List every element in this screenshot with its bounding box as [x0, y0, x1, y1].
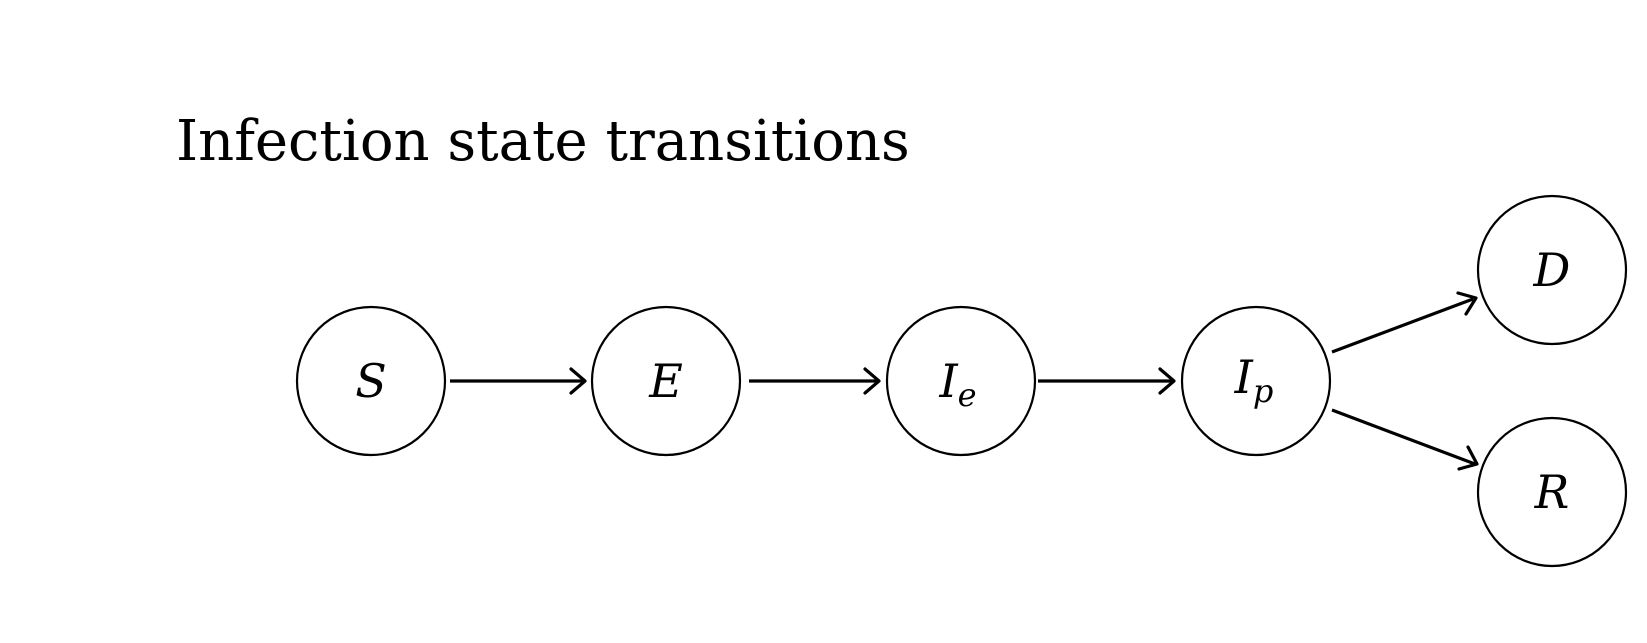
edge-ip-to-d: [1331, 291, 1478, 354]
node-ip: Ip: [1180, 305, 1332, 457]
node-s-label: S: [355, 354, 387, 408]
edges: [450, 291, 1479, 471]
diagram-title: Infection state transitions: [176, 109, 910, 174]
node-e-label: E: [648, 354, 683, 408]
edge-e-to-ie: [749, 367, 881, 395]
node-r-label: R: [1534, 465, 1570, 519]
edge-ie-to-ip: [1038, 367, 1176, 395]
node-d: D: [1476, 194, 1628, 346]
node-d-label: D: [1533, 243, 1571, 297]
edge-s-to-e: [450, 367, 587, 395]
node-ie: Ie: [885, 305, 1037, 457]
node-ip-label: Ip: [1234, 350, 1274, 410]
node-ie-label: Ie: [938, 354, 976, 414]
nodes: S E Ie Ip D R: [295, 194, 1628, 568]
node-e: E: [590, 305, 742, 457]
node-r: R: [1476, 416, 1628, 568]
edge-ip-to-r: [1331, 408, 1479, 471]
node-s: S: [295, 305, 447, 457]
